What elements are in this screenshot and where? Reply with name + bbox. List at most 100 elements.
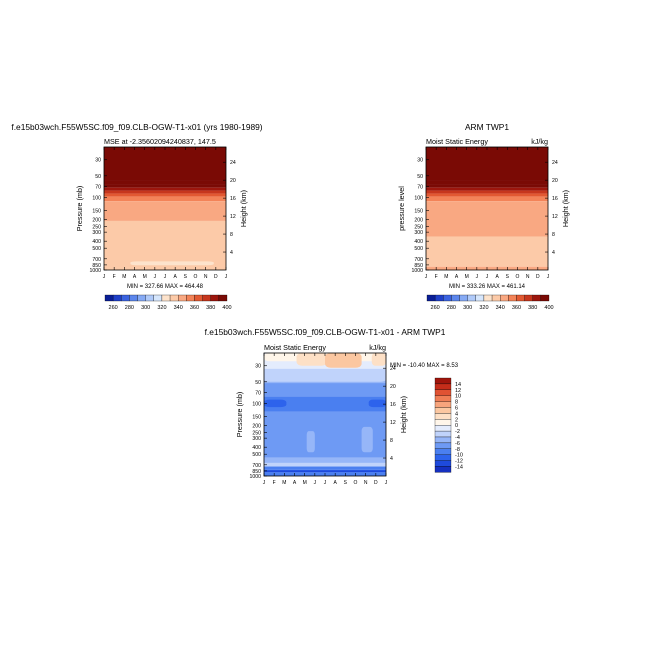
y-tick-label: 300 xyxy=(92,230,101,236)
contour-layer xyxy=(426,236,548,267)
colorbar-label: 260 xyxy=(109,305,118,311)
x-tick-label: S xyxy=(506,274,510,280)
contour-patch xyxy=(130,261,214,266)
colorbar-swatch xyxy=(434,460,452,467)
contour-layer xyxy=(426,201,548,237)
colorbar-swatch xyxy=(145,294,154,302)
y-axis-label: Pressure (mb) xyxy=(235,392,244,438)
colorbar-swatch xyxy=(178,294,187,302)
x-tick-label: N xyxy=(526,274,530,280)
contour-layer xyxy=(104,187,226,191)
contour-layer xyxy=(426,147,548,181)
y-tick-label: 30 xyxy=(95,158,101,164)
x-tick-label: J xyxy=(103,274,106,280)
x-tick-label: J xyxy=(486,274,489,280)
colorbar-label: 260 xyxy=(431,305,440,311)
colorbar-label: 2 xyxy=(455,417,458,423)
colorbar-swatch xyxy=(426,294,436,302)
height-tick-label: 12 xyxy=(230,214,236,220)
colorbar-swatch xyxy=(434,395,452,402)
contour-patch xyxy=(264,399,287,408)
x-tick-label: J xyxy=(164,274,167,280)
colorbar-label: 10 xyxy=(455,394,461,400)
colorbar-swatch xyxy=(434,448,452,455)
chart-title: ARM TWP1 xyxy=(465,122,509,132)
colorbar-swatch xyxy=(194,294,203,302)
x-tick-label: J xyxy=(225,274,228,280)
colorbar-swatch xyxy=(434,413,452,420)
height-tick-label: 4 xyxy=(390,456,393,462)
y-tick-label: 100 xyxy=(414,196,423,202)
y-tick-label: 250 xyxy=(92,224,101,230)
colorbar-swatch xyxy=(434,294,444,302)
colorbar-label: 6 xyxy=(455,406,458,412)
colorbar-label: 380 xyxy=(206,305,215,311)
chart-panel-1: f.e15b03wch.F55W5SC.f09_f09.CLB-OGW-T1-x… xyxy=(11,122,262,311)
colorbar-swatch xyxy=(434,430,452,438)
y-tick-label: 500 xyxy=(414,246,423,252)
x-tick-label: S xyxy=(344,480,348,486)
colorbar-label: 400 xyxy=(222,305,231,311)
x-tick-label: O xyxy=(516,274,520,280)
y-tick-label: 1000 xyxy=(249,474,261,480)
colorbar-label: 340 xyxy=(496,305,505,311)
x-tick-label: O xyxy=(354,480,358,486)
contour-layer xyxy=(264,383,386,397)
y-tick-label: 30 xyxy=(417,158,423,164)
contour-layer xyxy=(264,466,386,470)
height-tick-label: 20 xyxy=(390,384,396,390)
y-tick-label: 70 xyxy=(255,390,261,396)
y-tick-label: 50 xyxy=(417,174,423,180)
contour-layer xyxy=(104,184,226,188)
contour-layer xyxy=(104,196,226,202)
colorbar-label: 280 xyxy=(447,305,456,311)
colorbar-swatch xyxy=(434,442,452,449)
x-tick-label: D xyxy=(374,480,378,486)
colorbar-label: 320 xyxy=(157,305,166,311)
x-tick-label: J xyxy=(547,274,550,280)
height-axis-label: Height (km) xyxy=(239,190,248,227)
x-tick-label: A xyxy=(133,274,137,280)
colorbar-label: 360 xyxy=(512,305,521,311)
colorbar-swatch xyxy=(434,389,452,396)
x-tick-label: M xyxy=(143,274,147,280)
contour-layer xyxy=(104,180,226,185)
x-tick-label: A xyxy=(293,480,297,486)
height-tick-label: 20 xyxy=(552,178,558,184)
colorbar-swatch xyxy=(524,294,533,302)
colorbar-swatch xyxy=(483,294,493,302)
y-tick-label: 50 xyxy=(95,174,101,180)
contour-layer xyxy=(104,201,226,221)
height-tick-label: 20 xyxy=(230,178,236,184)
height-tick-label: 24 xyxy=(230,160,236,166)
chart-panel-3: f.e15b03wch.F55W5SC.f09_f09.CLB-OGW-T1-x… xyxy=(205,327,463,486)
height-tick-label: 8 xyxy=(552,232,555,238)
contour-layer xyxy=(104,193,226,197)
contour-patch xyxy=(325,353,362,368)
colorbar-swatch xyxy=(202,294,211,302)
y-tick-label: 200 xyxy=(92,217,101,223)
colorbar-label: -6 xyxy=(455,441,460,447)
colorbar-swatch xyxy=(129,294,138,302)
colorbar-swatch xyxy=(137,294,146,302)
height-tick-label: 8 xyxy=(230,232,233,238)
y-axis-label: Pressure (mb) xyxy=(75,186,84,232)
chart-subtitle-left: Moist Static Energy xyxy=(264,343,326,352)
contour-patch xyxy=(371,353,386,366)
y-tick-label: 50 xyxy=(255,380,261,386)
colorbar-label: 320 xyxy=(479,305,488,311)
height-axis-label: Height (km) xyxy=(561,190,570,227)
x-tick-label: J xyxy=(314,480,317,486)
colorbar-label: -12 xyxy=(455,459,463,465)
y-tick-label: 70 xyxy=(95,184,101,190)
colorbar: 260 280 300 320 340 360 380 400 xyxy=(104,294,232,311)
y-tick-label: 700 xyxy=(252,463,261,469)
height-tick-label: 16 xyxy=(552,196,558,202)
chart-subtitle-left: Moist Static Energy xyxy=(426,137,488,146)
y-tick-label: 150 xyxy=(92,208,101,214)
height-axis-label: Height (km) xyxy=(399,396,408,433)
y-tick-label: 400 xyxy=(252,445,261,451)
colorbar: 260 280 300 320 340 360 380 400 xyxy=(426,294,554,311)
contour-layer xyxy=(426,184,548,188)
